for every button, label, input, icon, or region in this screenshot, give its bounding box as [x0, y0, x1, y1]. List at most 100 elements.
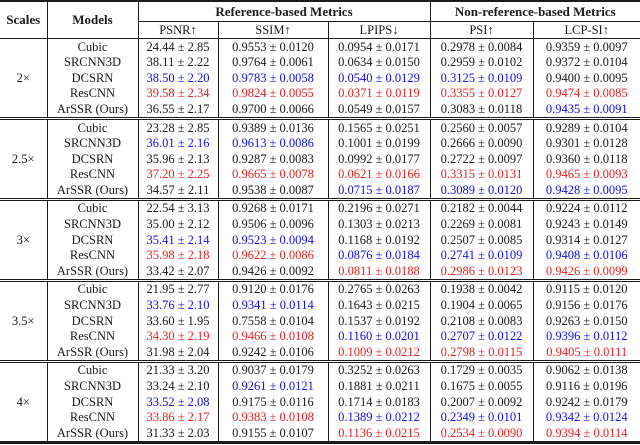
metric-value-cell: 38.50 ± 2.20: [137, 70, 218, 86]
metric-value-cell: 0.3083 ± 0.0118: [429, 101, 533, 119]
metric-value-cell: 0.9301 ± 0.0128: [532, 135, 640, 152]
table-row: DCSRN 33.60 ± 1.95 0.7558 ± 0.0104 0.1537 ±…: [0, 313, 640, 329]
metric-value-cell: 0.1714 ± 0.0183: [327, 394, 430, 410]
metric-value-cell: 21.95 ± 2.77: [137, 280, 218, 298]
metric-value-cell: 0.9383 ± 0.0108: [217, 409, 328, 426]
metric-value-cell: 37.20 ± 2.25: [137, 166, 218, 183]
table-row: ArSSR (Ours) 31.98 ± 2.04 0.9242 ± 0.0106 0…: [0, 344, 640, 362]
metric-value-cell: 0.9400 ± 0.0095: [532, 70, 640, 86]
metric-value-cell: 21.33 ± 3.20: [137, 361, 218, 379]
metric-value-cell: 0.0371 ± 0.0119: [327, 85, 430, 102]
metric-value-cell: 0.7558 ± 0.0104: [217, 313, 328, 329]
model-name-cell: SRCNN3D: [46, 297, 138, 314]
metric-value-cell: 0.2765 ± 0.0263: [327, 280, 430, 298]
metric-value-cell: 31.33 ± 2.03: [137, 425, 218, 443]
metric-value-cell: 0.9243 ± 0.0149: [532, 216, 640, 233]
metric-value-cell: 0.3252 ± 0.0263: [327, 361, 430, 379]
model-name-cell: DCSRN: [46, 313, 138, 329]
metric-value-cell: 0.2978 ± 0.0084: [429, 38, 533, 55]
model-name-cell: ArSSR (Ours): [46, 425, 138, 443]
scale-section: 2× Cubic 24.44 ± 2.85 0.9553 ± 0.0120 0.0954…: [0, 38, 640, 119]
metric-value-cell: 38.11 ± 2.22: [137, 54, 218, 71]
metric-value-cell: 0.0954 ± 0.0171: [327, 38, 430, 55]
metric-value-cell: 0.2007 ± 0.0092: [429, 394, 533, 410]
metric-value-cell: 0.9428 ± 0.0095: [532, 182, 640, 200]
metric-value-cell: 0.2560 ± 0.0057: [429, 118, 533, 136]
header-group-row: Scales Models Reference-based Metrics No…: [0, 1, 640, 39]
metric-value-cell: 0.9622 ± 0.0086: [217, 247, 328, 264]
metric-value-cell: 0.9360 ± 0.0118: [532, 151, 640, 167]
metric-value-cell: 0.9242 ± 0.0106: [217, 344, 328, 362]
metric-value-cell: 0.9242 ± 0.0179: [532, 394, 640, 410]
metric-value-cell: 35.41 ± 2.14: [137, 232, 218, 248]
model-name-cell: SRCNN3D: [46, 216, 138, 233]
scale-section: 4× Cubic 21.33 ± 3.20 0.9037 ± 0.0179 0.3252…: [0, 361, 640, 443]
metric-value-cell: 0.2182 ± 0.0044: [429, 199, 533, 217]
metric-value-cell: 33.24 ± 2.10: [137, 378, 218, 395]
non-reference-metrics-group-header: Non-reference-based Metrics: [429, 1, 640, 22]
model-name-cell: DCSRN: [46, 232, 138, 248]
lcpsi-column-header: LCP-SI↑: [532, 21, 640, 39]
model-name-cell: ResCNN: [46, 409, 138, 426]
table-row: ArSSR (Ours) 33.42 ± 2.07 0.9426 ± 0.0092 0…: [0, 263, 640, 281]
metric-value-cell: 0.9289 ± 0.0104: [532, 118, 640, 136]
metric-value-cell: 0.9474 ± 0.0085: [532, 85, 640, 102]
metric-value-cell: 22.54 ± 3.13: [137, 199, 218, 217]
metric-value-cell: 0.1001 ± 0.0199: [327, 135, 430, 152]
metric-value-cell: 0.9116 ± 0.0196: [532, 378, 640, 395]
table-row: ResCNN 34.30 ± 2.19 0.9466 ± 0.0108 0.1160 …: [0, 328, 640, 345]
metric-value-cell: 0.2269 ± 0.0081: [429, 216, 533, 233]
metric-value-cell: 0.9287 ± 0.0083: [217, 151, 328, 167]
metric-value-cell: 0.9408 ± 0.0106: [532, 247, 640, 264]
metric-value-cell: 0.9405 ± 0.0111: [532, 344, 640, 362]
metric-value-cell: 0.2349 ± 0.0101: [429, 409, 533, 426]
scale-section: 3× Cubic 22.54 ± 3.13 0.9268 ± 0.0171 0.2196…: [0, 199, 640, 281]
metric-value-cell: 0.9155 ± 0.0107: [217, 425, 328, 443]
metric-value-cell: 0.0634 ± 0.0150: [327, 54, 430, 71]
metric-value-cell: 33.42 ± 2.07: [137, 263, 218, 281]
metric-value-cell: 0.9553 ± 0.0120: [217, 38, 328, 55]
metric-value-cell: 0.3089 ± 0.0120: [429, 182, 533, 200]
table-row: DCSRN 38.50 ± 2.20 0.9783 ± 0.0058 0.0540 ±…: [0, 70, 640, 86]
metric-value-cell: 0.1303 ± 0.0213: [327, 216, 430, 233]
metric-value-cell: 0.0549 ± 0.0157: [327, 101, 430, 119]
metric-value-cell: 0.2959 ± 0.0102: [429, 54, 533, 71]
model-name-cell: DCSRN: [46, 394, 138, 410]
psnr-column-header: PSNR↑: [137, 21, 218, 39]
metric-value-cell: 0.2986 ± 0.0123: [429, 263, 533, 281]
metric-value-cell: 0.2722 ± 0.0097: [429, 151, 533, 167]
metric-value-cell: 0.1136 ± 0.0215: [327, 425, 430, 443]
metric-value-cell: 39.58 ± 2.34: [137, 85, 218, 102]
model-name-cell: SRCNN3D: [46, 135, 138, 152]
metric-value-cell: 0.9359 ± 0.0097: [532, 38, 640, 55]
metric-value-cell: 0.2741 ± 0.0109: [429, 247, 533, 264]
metric-value-cell: 35.00 ± 2.12: [137, 216, 218, 233]
model-name-cell: SRCNN3D: [46, 378, 138, 395]
metric-value-cell: 0.9342 ± 0.0124: [532, 409, 640, 426]
psi-column-header: PSI↑: [429, 21, 533, 39]
lpips-column-header: LPIPS↓: [327, 21, 430, 39]
metric-value-cell: 0.2507 ± 0.0085: [429, 232, 533, 248]
metric-value-cell: 0.1904 ± 0.0065: [429, 297, 533, 314]
metric-value-cell: 0.9115 ± 0.0120: [532, 280, 640, 298]
ssim-column-header: SSIM↑: [217, 21, 328, 39]
metric-value-cell: 0.9156 ± 0.0176: [532, 297, 640, 314]
metric-value-cell: 0.1389 ± 0.0212: [327, 409, 430, 426]
metric-value-cell: 0.9175 ± 0.0116: [217, 394, 328, 410]
scale-section: 3.5× Cubic 21.95 ± 2.77 0.9120 ± 0.0176 0.27…: [0, 280, 640, 362]
table-row: 3× Cubic 22.54 ± 3.13 0.9268 ± 0.0171 0.2196…: [0, 199, 640, 246]
model-name-cell: SRCNN3D: [46, 54, 138, 71]
metric-value-cell: 0.1938 ± 0.0042: [429, 280, 533, 298]
metric-value-cell: 0.2707 ± 0.0122: [429, 328, 533, 345]
metric-value-cell: 0.0992 ± 0.0177: [327, 151, 430, 167]
metric-value-cell: 0.1009 ± 0.0212: [327, 344, 430, 362]
metric-value-cell: 0.9783 ± 0.0058: [217, 70, 328, 86]
model-name-cell: Cubic: [46, 118, 138, 136]
metric-value-cell: 35.98 ± 2.18: [137, 247, 218, 264]
model-name-cell: ArSSR (Ours): [46, 101, 138, 119]
model-name-cell: ResCNN: [46, 247, 138, 264]
metric-value-cell: 0.9372 ± 0.0104: [532, 54, 640, 71]
metric-value-cell: 0.1729 ± 0.0035: [429, 361, 533, 379]
metric-value-cell: 0.9665 ± 0.0078: [217, 166, 328, 183]
